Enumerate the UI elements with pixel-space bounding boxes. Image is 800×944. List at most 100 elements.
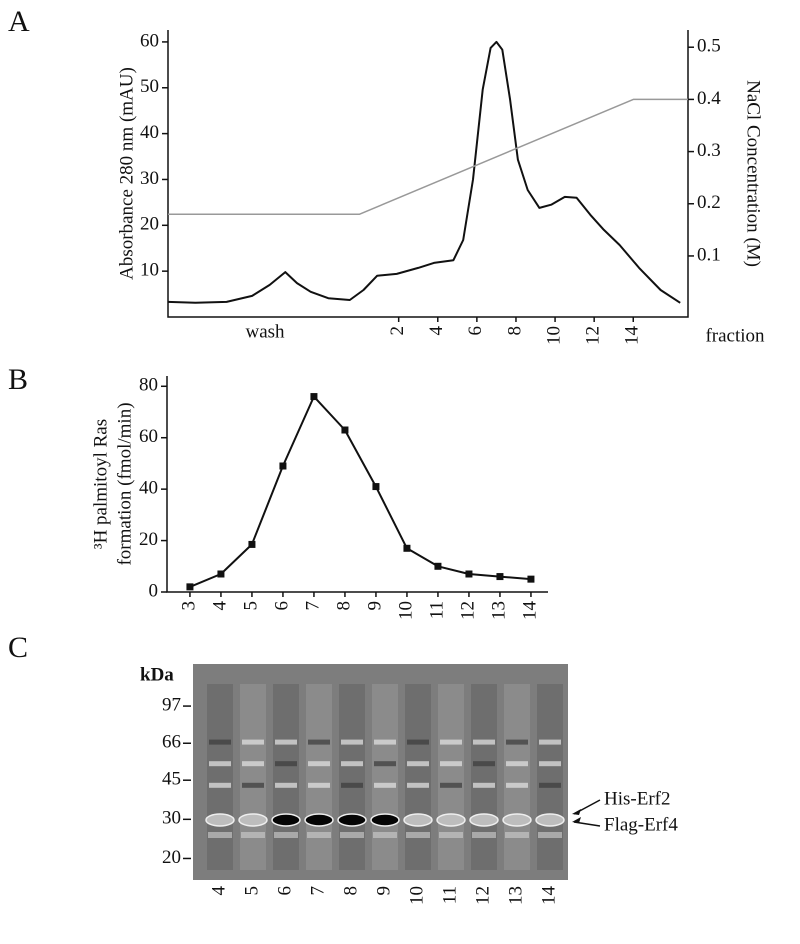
marker-label: 66 <box>162 732 181 753</box>
data-point <box>496 573 504 581</box>
lane-band <box>407 782 429 788</box>
lane-band <box>407 761 429 767</box>
lane-band <box>308 739 330 745</box>
annotation: His-Erf2 <box>604 788 670 809</box>
protein-band <box>469 813 499 827</box>
data-line <box>168 98 688 215</box>
y-tick-label: 40 <box>139 478 158 499</box>
y-tick-label: 20 <box>139 529 158 550</box>
lane-band <box>506 761 528 767</box>
arrow-head <box>572 817 581 823</box>
lane-label: 9 <box>373 886 394 896</box>
lane-label: 13 <box>505 886 526 905</box>
lane-band <box>275 761 297 767</box>
protein-band <box>238 813 268 827</box>
lane-band <box>275 782 297 788</box>
annotation: Flag-Erf4 <box>604 814 678 835</box>
x-tick-label: 3 <box>178 601 199 611</box>
x-tick-label: 14 <box>622 326 643 346</box>
data-line <box>189 395 531 588</box>
lane-band <box>208 832 232 838</box>
y-axis-label: ³H palmitoyl Ras <box>90 419 111 549</box>
lane-band <box>539 782 561 788</box>
protein-band <box>403 813 433 827</box>
protein-band <box>370 813 400 827</box>
region-label: wash <box>245 321 285 342</box>
data-point <box>434 562 442 570</box>
lane <box>339 684 365 870</box>
protein-band <box>205 813 235 827</box>
y-tick-label: 0 <box>149 580 159 601</box>
x-tick-label: 8 <box>333 601 354 611</box>
marker-label: 97 <box>162 694 181 715</box>
lane-band <box>539 739 561 745</box>
y-tick-label: 40 <box>140 122 159 143</box>
y2-tick-label: 0.5 <box>697 36 721 57</box>
x-tick-label: 13 <box>488 601 509 620</box>
lane <box>537 684 563 870</box>
lane-band <box>539 761 561 767</box>
panel-label: C <box>8 631 28 664</box>
lane-band <box>439 832 463 838</box>
lane-band <box>472 832 496 838</box>
lane-band <box>440 761 462 767</box>
x-tick-label: 6 <box>271 601 292 611</box>
data-point <box>403 544 411 552</box>
lane-band <box>440 739 462 745</box>
x-axis-label: fraction <box>705 325 765 346</box>
lane <box>471 684 497 870</box>
protein-band <box>304 813 334 827</box>
lane-band <box>307 832 331 838</box>
lane-band <box>275 739 297 745</box>
axis-line <box>166 376 548 593</box>
lane-band <box>506 782 528 788</box>
x-tick-label: 2 <box>387 326 408 336</box>
lane-band <box>407 739 429 745</box>
marker-label: 45 <box>162 769 181 790</box>
lane-band <box>374 739 396 745</box>
panel-label: A <box>8 5 30 38</box>
x-tick-label: 14 <box>519 601 540 621</box>
lane-band <box>274 832 298 838</box>
x-tick-label: 10 <box>395 601 416 620</box>
protein-band <box>271 813 301 827</box>
marker-label: 20 <box>162 847 181 868</box>
lane-band <box>341 739 363 745</box>
lane-band <box>242 739 264 745</box>
lane-band <box>308 761 330 767</box>
lane-band <box>473 739 495 745</box>
arrow-head <box>572 809 581 815</box>
x-tick-label: 4 <box>209 601 230 611</box>
y-tick-label: 30 <box>140 168 159 189</box>
lane-band <box>374 761 396 767</box>
lane-label: 4 <box>208 886 229 896</box>
x-tick-label: 10 <box>543 326 564 345</box>
lane-band <box>209 761 231 767</box>
lane-band <box>341 782 363 788</box>
x-tick-label: 4 <box>426 326 447 336</box>
lane-label: 12 <box>472 886 493 905</box>
y2-tick-label: 0.1 <box>697 244 721 265</box>
marker-label: 30 <box>162 808 181 829</box>
data-point <box>372 483 380 491</box>
lane <box>306 684 332 870</box>
y-tick-label: 60 <box>139 426 158 447</box>
y-tick-label: 80 <box>139 375 158 396</box>
lane <box>372 684 398 870</box>
lane-band <box>473 782 495 788</box>
lane <box>504 684 530 870</box>
y-tick-label: 50 <box>140 76 159 97</box>
lane-band <box>241 832 265 838</box>
lane-band <box>440 782 462 788</box>
lane <box>438 684 464 870</box>
y-tick-label: 60 <box>140 30 159 51</box>
y2-tick-label: 0.2 <box>697 192 721 213</box>
lane-band <box>209 782 231 788</box>
data-point <box>217 570 225 578</box>
y-tick-label: 20 <box>140 214 159 235</box>
protein-band <box>502 813 532 827</box>
data-point <box>527 575 535 583</box>
protein-band <box>436 813 466 827</box>
